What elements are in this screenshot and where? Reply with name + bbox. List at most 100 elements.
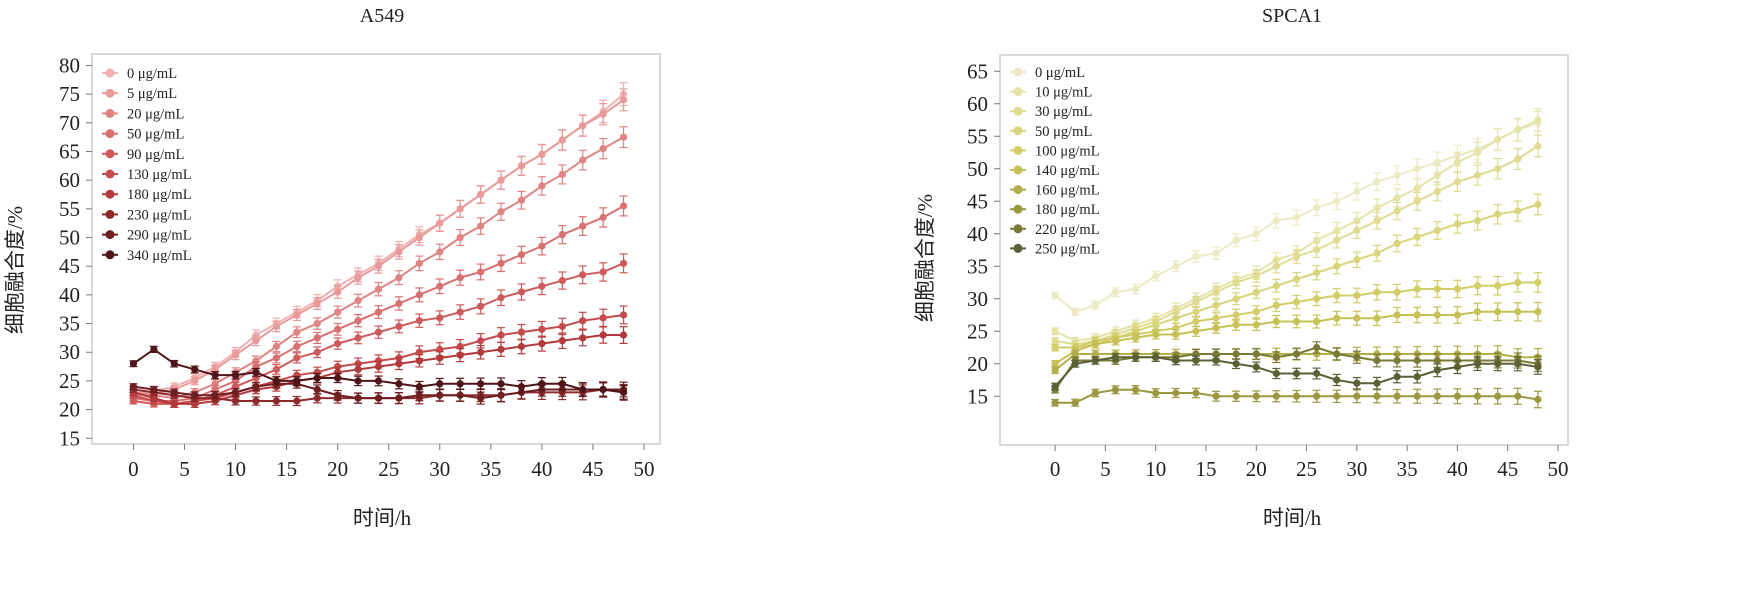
data-point	[1313, 236, 1321, 244]
data-point	[1413, 373, 1421, 381]
data-point	[456, 308, 464, 316]
legend-swatch	[105, 149, 115, 159]
data-point	[1232, 236, 1240, 244]
data-point	[252, 368, 260, 376]
data-point	[619, 202, 628, 210]
legend-swatch	[105, 68, 115, 78]
data-point	[1393, 311, 1401, 319]
data-point	[395, 360, 403, 368]
data-point	[1433, 311, 1441, 319]
data-point	[374, 328, 383, 336]
data-point	[477, 348, 485, 356]
x-tick-label: 5	[1100, 457, 1111, 481]
data-point	[1172, 314, 1180, 322]
data-point	[1494, 308, 1502, 316]
data-point	[395, 322, 403, 331]
data-point	[1534, 363, 1542, 371]
y-tick-label: 25	[967, 319, 988, 343]
data-point	[1071, 399, 1079, 407]
data-point	[1111, 288, 1120, 296]
data-point	[1091, 301, 1099, 309]
data-point	[1413, 311, 1421, 319]
data-point	[1453, 285, 1462, 293]
data-point	[497, 259, 505, 267]
data-point	[579, 222, 587, 230]
data-point	[1353, 256, 1361, 264]
data-point	[1353, 314, 1361, 322]
y-tick-label: 35	[59, 312, 80, 336]
data-point	[1393, 288, 1401, 296]
data-point	[1473, 148, 1482, 157]
data-point	[619, 311, 628, 319]
data-point	[1313, 295, 1321, 303]
data-point	[456, 274, 464, 282]
data-point	[211, 391, 219, 399]
legend-label: 5 μg/mL	[127, 86, 177, 102]
x-tick-label: 25	[1296, 457, 1317, 481]
legend-swatch	[1013, 243, 1023, 253]
data-point	[1453, 178, 1462, 186]
data-point	[1313, 343, 1321, 352]
data-point	[1494, 210, 1502, 218]
data-point	[619, 259, 628, 267]
series-1	[1051, 108, 1542, 346]
legend-swatch	[105, 88, 115, 98]
data-point	[1091, 389, 1099, 397]
data-point	[1433, 187, 1441, 196]
data-point	[1413, 184, 1421, 192]
data-point	[558, 136, 566, 144]
x-axis-label: 时间/h	[353, 506, 412, 530]
data-point	[313, 319, 321, 328]
data-point	[477, 337, 485, 345]
data-point	[252, 331, 260, 339]
x-tick-label: 0	[128, 457, 139, 481]
data-point	[538, 380, 546, 388]
data-point	[354, 334, 362, 342]
x-tick-label: 15	[1195, 457, 1216, 481]
data-point	[1333, 314, 1341, 322]
data-point	[619, 133, 628, 141]
data-point	[579, 334, 587, 342]
data-point	[1292, 275, 1301, 283]
data-point	[1192, 389, 1200, 397]
data-point	[1373, 249, 1381, 257]
legend-label: 130 μg/mL	[127, 167, 192, 183]
x-tick-label: 45	[582, 457, 603, 481]
x-tick-label: 40	[531, 457, 552, 481]
legend-label: 140 μg/mL	[1035, 163, 1100, 179]
legend-label: 180 μg/mL	[1035, 202, 1100, 218]
data-point	[599, 331, 607, 339]
legend-label: 30 μg/mL	[1035, 104, 1092, 120]
data-point	[579, 271, 587, 279]
data-point	[1494, 165, 1502, 173]
data-point	[415, 233, 423, 242]
data-point	[1232, 311, 1240, 319]
data-point	[1413, 392, 1421, 400]
data-point	[374, 394, 383, 402]
data-point	[1473, 360, 1482, 368]
y-tick-label: 45	[967, 189, 988, 213]
data-point	[1353, 379, 1361, 387]
data-point	[558, 322, 566, 331]
legend-swatch	[1013, 204, 1023, 214]
data-point	[1313, 317, 1321, 326]
data-point	[1292, 369, 1301, 378]
data-point	[1494, 282, 1502, 290]
legend-swatch	[1013, 87, 1023, 97]
data-point	[1172, 262, 1180, 270]
data-point	[1373, 217, 1381, 225]
data-point	[619, 388, 628, 396]
data-point	[1212, 314, 1220, 322]
data-point	[1131, 334, 1140, 342]
data-point	[497, 345, 505, 353]
data-point	[477, 380, 485, 388]
data-point	[1192, 298, 1200, 306]
data-point	[436, 354, 444, 362]
data-point	[436, 248, 444, 256]
data-point	[1473, 308, 1482, 316]
legend-swatch	[105, 209, 115, 219]
data-point	[1393, 356, 1401, 365]
legend-label: 100 μg/mL	[1035, 143, 1100, 159]
series-line	[133, 99, 625, 397]
